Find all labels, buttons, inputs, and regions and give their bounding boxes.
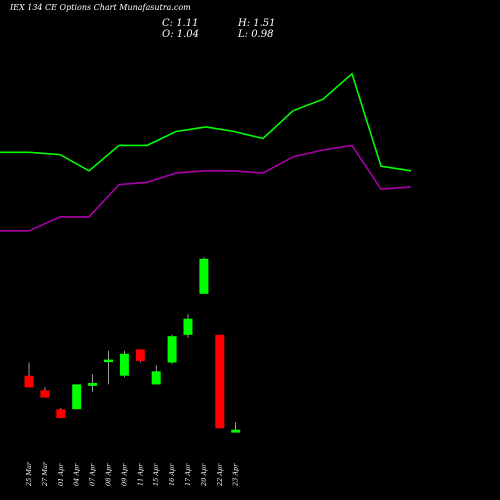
candle: [151, 365, 161, 385]
date-label: 25 Mar: [25, 461, 33, 487]
candle-body: [151, 371, 161, 385]
date-label: 08 Apr: [105, 463, 113, 486]
candle-body: [119, 353, 129, 376]
candle-body: [88, 383, 98, 386]
date-label: 20 Apr: [200, 463, 208, 487]
high-readout: H: 1.51: [237, 18, 276, 29]
candle: [24, 362, 34, 388]
candle: [167, 334, 177, 364]
low-readout: L: 0.98: [237, 29, 273, 40]
candle-body: [104, 359, 113, 363]
lower-line: [0, 144, 412, 232]
candle-body: [24, 375, 34, 388]
date-label: 27 Mar: [41, 461, 49, 487]
candle-body: [231, 429, 241, 433]
date-label: 17 Apr: [184, 463, 192, 486]
close-readout: C: 1.11: [162, 18, 198, 29]
candle: [40, 387, 50, 398]
candles: [24, 257, 241, 433]
date-label: 22 Apr: [216, 463, 224, 487]
candle: [104, 350, 113, 385]
candle: [231, 422, 241, 433]
date-label: 07 Apr: [89, 463, 97, 486]
candle-body: [183, 318, 193, 335]
candle-body: [135, 349, 145, 362]
date-axis: 25 Mar 27 Mar 01 Apr 04 Apr 07 Apr 08 Apr 09 A…: [25, 461, 240, 487]
candle: [56, 407, 66, 419]
chart-title: IEX 134 CE Options Chart Munafasutra.com: [9, 3, 191, 12]
candle: [135, 349, 145, 363]
indicator-lines: [0, 72, 412, 232]
date-label: 23 Apr: [232, 463, 240, 487]
candle: [215, 334, 225, 429]
candle: [88, 374, 98, 392]
candle-body: [56, 409, 66, 419]
candle: [199, 257, 209, 294]
date-label: 15 Apr: [152, 463, 160, 486]
candle: [72, 384, 82, 410]
date-label: 16 Apr: [168, 463, 176, 486]
candle-body: [167, 336, 177, 363]
date-label: 04 Apr: [73, 463, 81, 486]
candle-body: [72, 384, 82, 410]
date-label: 09 Apr: [120, 463, 128, 486]
candle-body: [199, 258, 209, 294]
open-readout: O: 1.04: [162, 29, 199, 40]
candle-body: [40, 390, 50, 398]
upper-line: [0, 72, 412, 172]
date-label: 11 Apr: [136, 463, 144, 486]
candle-body: [215, 334, 225, 429]
date-label: 01 Apr: [57, 463, 65, 486]
candle: [183, 314, 193, 338]
candle: [119, 350, 129, 378]
